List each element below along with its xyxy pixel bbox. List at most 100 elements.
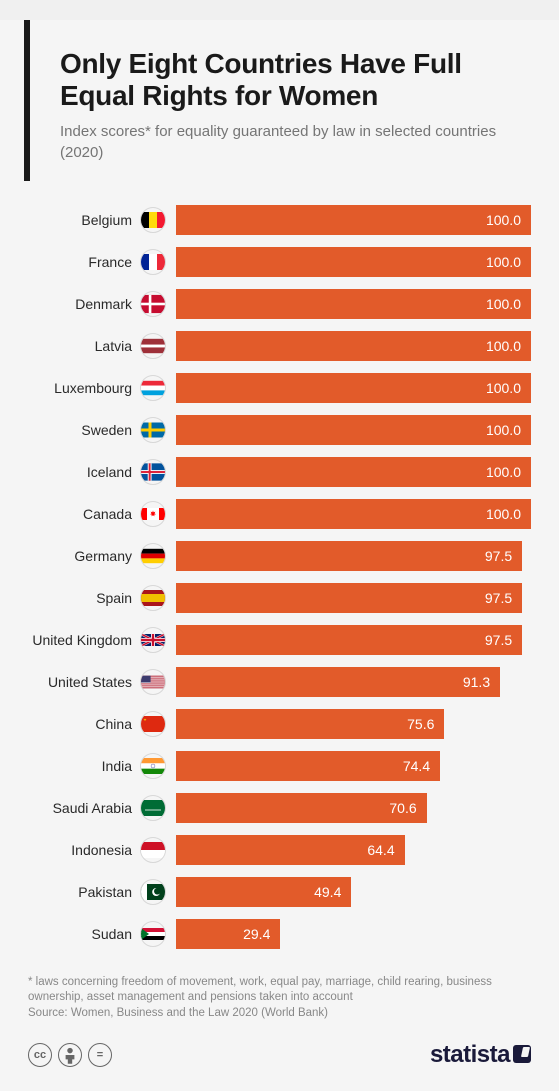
bar: 100.0 (176, 247, 531, 277)
country-label: United Kingdom (0, 632, 140, 648)
country-label: Luxembourg (0, 380, 140, 396)
footnote-block: * laws concerning freedom of movement, w… (0, 969, 559, 1032)
by-icon (58, 1043, 82, 1067)
flag-icon (140, 543, 166, 569)
bar-track: 70.6 (176, 793, 531, 823)
bar-value: 49.4 (314, 884, 341, 900)
flag-icon (140, 333, 166, 359)
flag-icon (140, 207, 166, 233)
bar-row: Sweden100.0 (0, 409, 531, 451)
flag-icon (140, 459, 166, 485)
bar-track: 100.0 (176, 205, 531, 235)
country-label: Denmark (0, 296, 140, 312)
bar: 100.0 (176, 415, 531, 445)
bar-track: 97.5 (176, 583, 531, 613)
bar-track: 100.0 (176, 289, 531, 319)
brand-logo: statista (430, 1041, 531, 1069)
country-label: Pakistan (0, 884, 140, 900)
bar-value: 75.6 (407, 716, 434, 732)
bar-track: 100.0 (176, 415, 531, 445)
flag-icon (140, 669, 166, 695)
bar-row: India 74.4 (0, 745, 531, 787)
bar-row: Spain 97.5 (0, 577, 531, 619)
bar-row: Pakistan 49.4 (0, 871, 531, 913)
bar: 75.6 (176, 709, 444, 739)
flag-icon (140, 627, 166, 653)
bar-value: 100.0 (486, 212, 521, 228)
flag-icon (140, 501, 166, 527)
bar: 100.0 (176, 289, 531, 319)
country-label: Iceland (0, 464, 140, 480)
chart-subtitle: Index scores* for equality guaranteed by… (60, 122, 529, 163)
flag-icon (140, 585, 166, 611)
flag-icon (140, 711, 166, 737)
country-label: Belgium (0, 212, 140, 228)
bar-row: France 100.0 (0, 241, 531, 283)
bar-row: Iceland 100.0 (0, 451, 531, 493)
bar-value: 100.0 (486, 338, 521, 354)
bar-row: United States 91.3 (0, 661, 531, 703)
footer: cc = statista (0, 1031, 559, 1091)
bar-track: 97.5 (176, 541, 531, 571)
bar-track: 100.0 (176, 373, 531, 403)
bar-row: Germany97.5 (0, 535, 531, 577)
bar-value: 74.4 (403, 758, 430, 774)
cc-icon: cc (28, 1043, 52, 1067)
country-label: India (0, 758, 140, 774)
bar: 74.4 (176, 751, 440, 781)
flag-icon (140, 879, 166, 905)
bar-value: 97.5 (485, 548, 512, 564)
bar-value: 97.5 (485, 590, 512, 606)
flag-icon (140, 291, 166, 317)
bar-track: 49.4 (176, 877, 531, 907)
chart-title: Only Eight Countries Have Full Equal Rig… (60, 48, 529, 112)
bar-value: 100.0 (486, 422, 521, 438)
license-icons: cc = (28, 1043, 112, 1067)
bar: 100.0 (176, 457, 531, 487)
flag-icon (140, 417, 166, 443)
bar-chart: Belgium100.0France100.0Denmark100.0Latvi… (0, 191, 559, 969)
country-label: Spain (0, 590, 140, 606)
bar-row: Belgium 100.0 (0, 199, 531, 241)
bar-track: 100.0 (176, 457, 531, 487)
bar-row: Indonesia64.4 (0, 829, 531, 871)
bar-row: Sudan29.4 (0, 913, 531, 955)
bar-value: 29.4 (243, 926, 270, 942)
flag-icon (140, 921, 166, 947)
country-label: France (0, 254, 140, 270)
bar: 100.0 (176, 373, 531, 403)
bar-value: 64.4 (367, 842, 394, 858)
bar-value: 100.0 (486, 296, 521, 312)
flag-icon (140, 375, 166, 401)
header: Only Eight Countries Have Full Equal Rig… (24, 20, 559, 181)
bar-value: 100.0 (486, 506, 521, 522)
bar-track: 100.0 (176, 499, 531, 529)
country-label: United States (0, 674, 140, 690)
bar-row: Luxembourg 100.0 (0, 367, 531, 409)
brand-mark-icon (513, 1045, 531, 1063)
source-text: Source: Women, Business and the Law 2020… (28, 1006, 531, 1022)
bar-track: 100.0 (176, 331, 531, 361)
footnote-text: * laws concerning freedom of movement, w… (28, 975, 531, 1006)
bar-track: 74.4 (176, 751, 531, 781)
bar: 97.5 (176, 583, 522, 613)
bar-track: 29.4 (176, 919, 531, 949)
country-label: Canada (0, 506, 140, 522)
bar: 100.0 (176, 331, 531, 361)
bar-track: 75.6 (176, 709, 531, 739)
bar-row: Saudi Arabia 70.6 (0, 787, 531, 829)
bar: 49.4 (176, 877, 351, 907)
bar: 64.4 (176, 835, 405, 865)
bar-row: Denmark 100.0 (0, 283, 531, 325)
bar: 100.0 (176, 205, 531, 235)
bar-row: China75.6 (0, 703, 531, 745)
bar-value: 100.0 (486, 464, 521, 480)
infographic-container: Only Eight Countries Have Full Equal Rig… (0, 20, 559, 1091)
bar-value: 70.6 (389, 800, 416, 816)
bar-value: 100.0 (486, 254, 521, 270)
bar-track: 91.3 (176, 667, 531, 697)
country-label: Saudi Arabia (0, 800, 140, 816)
bar-value: 91.3 (463, 674, 490, 690)
bar: 97.5 (176, 625, 522, 655)
flag-icon (140, 753, 166, 779)
